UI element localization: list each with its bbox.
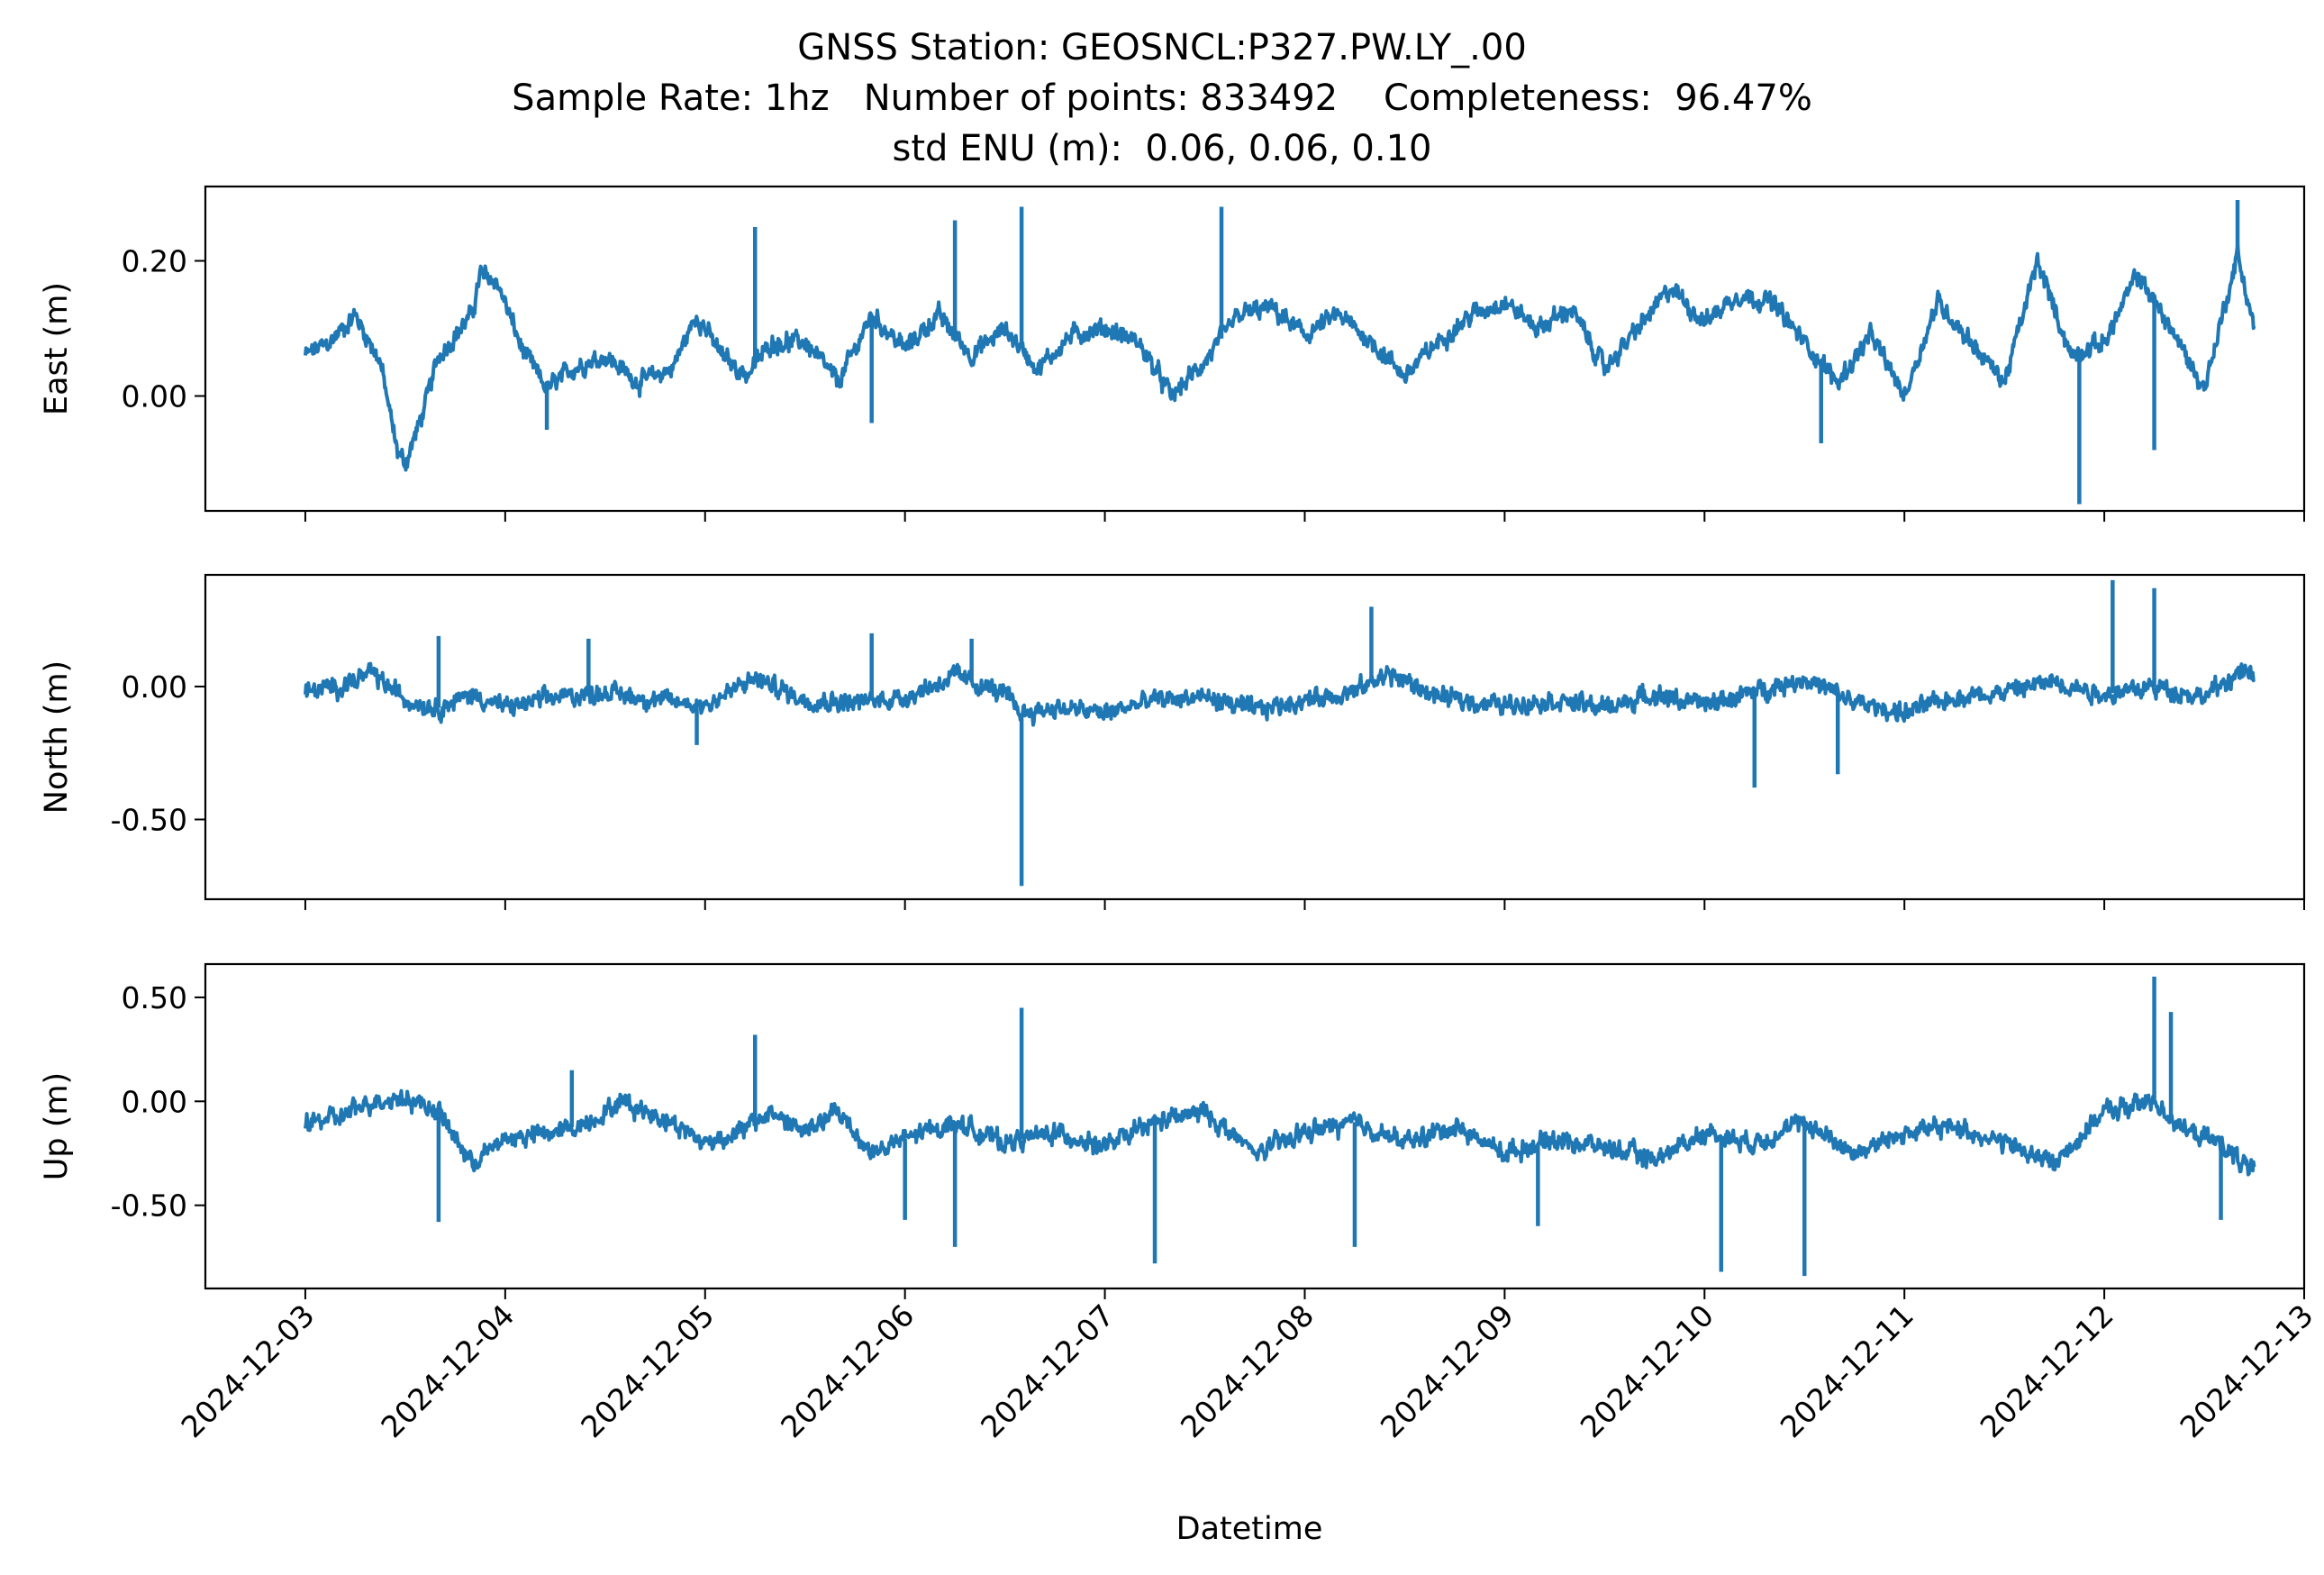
x-tick-label-9: 2024-12-12 — [1974, 1297, 2120, 1444]
x-tick-label-1: 2024-12-04 — [374, 1297, 521, 1444]
x-tick-label-10: 2024-12-13 — [2173, 1297, 2319, 1444]
x-tick-label-7: 2024-12-10 — [1574, 1297, 1720, 1444]
panel-frame-1 — [204, 573, 2306, 901]
y-tick-label-2-0: -0.50 — [111, 1188, 187, 1224]
x-tick-label-3: 2024-12-06 — [774, 1297, 921, 1444]
panel-2: -0.50 0.00 0.50 Up (m) — [39, 962, 2306, 1299]
y-axis-label-2: Up (m) — [39, 1072, 75, 1180]
x-tick-label-0: 2024-12-03 — [174, 1297, 321, 1444]
x-tick-label-5: 2024-12-08 — [1174, 1297, 1321, 1444]
y-axis-label-0: East (m) — [39, 282, 75, 415]
x-axis-label: Datetime — [1176, 1511, 1323, 1547]
panel-frame-2 — [204, 962, 2306, 1290]
series-line-2 — [304, 1088, 2256, 1177]
y-tick-label-2-2: 0.50 — [122, 980, 187, 1015]
y-tick-label-0-0: 0.00 — [122, 379, 187, 414]
y-axis-label-1: North (m) — [39, 660, 75, 814]
y-tick-label-1-0: -0.50 — [111, 802, 187, 837]
y-tick-label-1-1: 0.00 — [122, 669, 187, 705]
chart-title-line-2: Sample Rate: 1hz Number of points: 83349… — [512, 77, 1812, 119]
x-tick-label-6: 2024-12-09 — [1374, 1297, 1521, 1444]
x-tick-label-8: 2024-12-11 — [1774, 1297, 1920, 1444]
series-line-1 — [304, 661, 2256, 727]
panel-0: 0.00 0.20 East (m) — [39, 185, 2306, 522]
x-tick-label-2: 2024-12-05 — [574, 1297, 721, 1444]
y-tick-label-0-1: 0.20 — [122, 244, 187, 279]
chart-title-line-3: std ENU (m): 0.06, 0.06, 0.10 — [892, 128, 1432, 169]
y-tick-label-2-1: 0.00 — [122, 1084, 187, 1119]
panel-1: -0.50 0.00 North (m) — [39, 573, 2306, 910]
panel-frame-0 — [204, 185, 2306, 513]
chart-title-line-1: GNSS Station: GEOSNCL:P327.PW.LY_.00 — [797, 27, 1527, 68]
x-tick-label-4: 2024-12-07 — [974, 1297, 1121, 1444]
series-line-0 — [304, 243, 2256, 472]
